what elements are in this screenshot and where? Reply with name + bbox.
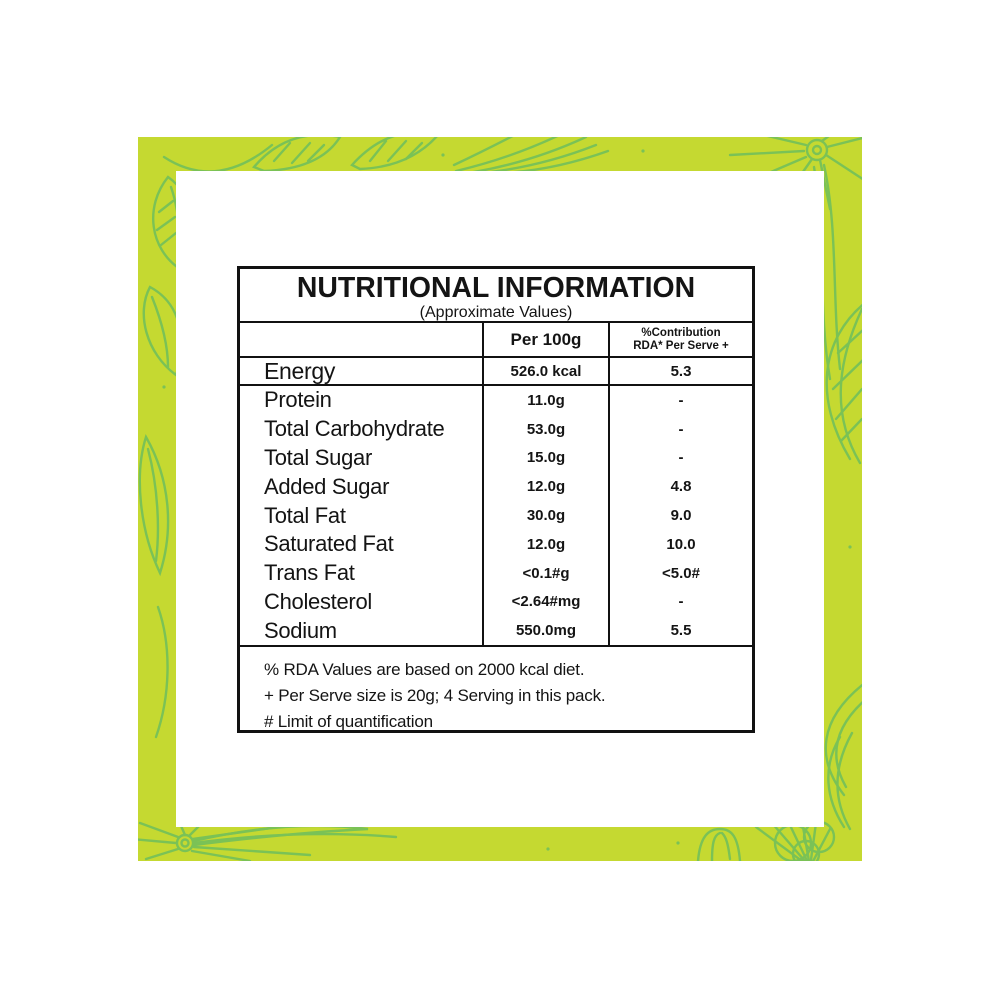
row-per-100g: 12.0g xyxy=(482,529,608,559)
row-per-100g: 12.0g xyxy=(482,472,608,502)
row-rda-value: - xyxy=(608,414,752,444)
row-rda-value: 5.3 xyxy=(608,358,752,384)
row-per-100g: 550.0mg xyxy=(482,616,608,646)
row-rda-value: - xyxy=(608,587,752,617)
row-per-100g: <0.1#g xyxy=(482,558,608,588)
row-per-100g: 15.0g xyxy=(482,443,608,473)
decorative-border-frame xyxy=(138,137,862,861)
table-title: NUTRITIONAL INFORMATION xyxy=(296,272,696,304)
footnote-serve-size: + Per Serve size is 20g; 4 Serving in th… xyxy=(264,686,606,705)
header-nutrient-column xyxy=(240,323,482,356)
table-row: Saturated Fat 12.0g 10.0 xyxy=(240,529,752,559)
table-header-row: Per 100g %Contribution RDA* Per Serve + xyxy=(240,323,752,356)
table-row: Sodium 550.0mg 5.5 xyxy=(240,616,752,646)
row-per-100g: 11.0g xyxy=(482,386,608,415)
row-rda-value: - xyxy=(608,386,752,415)
footnote-rda: % RDA Values are based on 2000 kcal diet… xyxy=(264,660,585,679)
row-label: Protein xyxy=(264,387,332,413)
nutrition-table: NUTRITIONAL INFORMATION (Approximate Val… xyxy=(237,266,755,733)
table-subtitle: (Approximate Values) xyxy=(419,304,573,321)
table-row-energy: Energy 526.0 kcal 5.3 xyxy=(240,356,752,386)
row-label: Total Carbohydrate xyxy=(264,416,445,442)
header-rda-line1: %Contribution xyxy=(641,326,721,339)
header-per-100g: Per 100g xyxy=(482,323,608,356)
header-rda-line2: RDA* Per Serve + xyxy=(633,339,729,352)
footnote-limit: # Limit of quantification xyxy=(264,712,433,731)
row-label: Sodium xyxy=(264,617,337,643)
header-rda-contribution: %Contribution RDA* Per Serve + xyxy=(608,323,752,356)
row-rda-value: <5.0# xyxy=(608,558,752,588)
row-label: Total Sugar xyxy=(264,444,372,470)
footnote-section: % RDA Values are based on 2000 kcal diet… xyxy=(240,645,752,731)
row-per-100g: 526.0 kcal xyxy=(482,358,608,384)
table-row: Total Carbohydrate 53.0g - xyxy=(240,414,752,444)
row-label: Added Sugar xyxy=(264,473,390,499)
row-label: Saturated Fat xyxy=(264,531,394,557)
row-per-100g: 53.0g xyxy=(482,414,608,444)
row-per-100g: 30.0g xyxy=(482,501,608,530)
table-row: Protein 11.0g - xyxy=(240,386,752,415)
row-rda-value: 4.8 xyxy=(608,472,752,502)
row-label: Total Fat xyxy=(264,502,346,528)
table-body: Protein 11.0g - Total Carbohydrate 53.0g… xyxy=(240,386,752,646)
table-row: Added Sugar 12.0g 4.8 xyxy=(240,472,752,502)
table-row: Total Fat 30.0g 9.0 xyxy=(240,501,752,530)
row-rda-value: 10.0 xyxy=(608,529,752,559)
table-row: Total Sugar 15.0g - xyxy=(240,443,752,473)
row-per-100g: <2.64#mg xyxy=(482,587,608,617)
row-rda-value: 5.5 xyxy=(608,616,752,646)
table-title-section: NUTRITIONAL INFORMATION (Approximate Val… xyxy=(240,269,752,323)
table-row: Trans Fat <0.1#g <5.0# xyxy=(240,558,752,588)
row-label: Cholesterol xyxy=(264,588,372,614)
row-rda-value: 9.0 xyxy=(608,501,752,530)
row-label: Energy xyxy=(264,358,336,384)
botanical-border-art xyxy=(138,137,862,861)
row-rda-value: - xyxy=(608,443,752,473)
table-row: Cholesterol <2.64#mg - xyxy=(240,587,752,617)
row-label: Trans Fat xyxy=(264,560,355,586)
